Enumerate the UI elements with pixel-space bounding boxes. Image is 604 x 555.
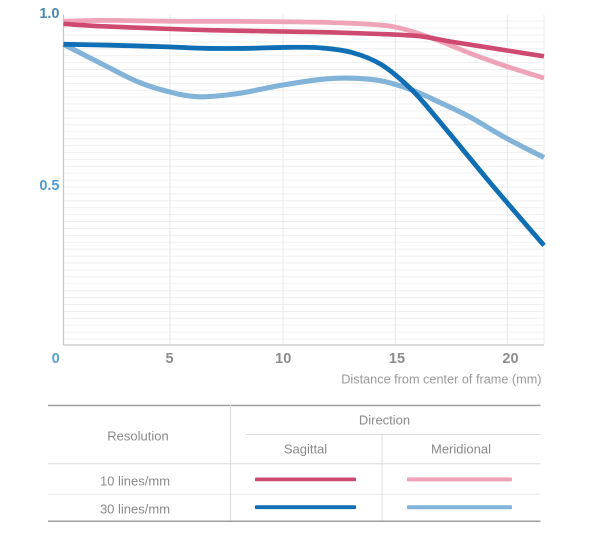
svg-text:Resolution: Resolution [107, 429, 168, 444]
svg-text:1.0: 1.0 [39, 6, 59, 22]
svg-text:15: 15 [389, 351, 405, 367]
svg-text:Meridional: Meridional [431, 442, 491, 457]
svg-text:20: 20 [502, 351, 518, 367]
svg-text:0.5: 0.5 [39, 178, 59, 194]
svg-text:Sagittal: Sagittal [284, 442, 327, 457]
svg-text:10: 10 [275, 351, 291, 367]
svg-text:10 lines/mm: 10 lines/mm [100, 473, 170, 488]
svg-text:Distance from center of frame: Distance from center of frame (mm) [341, 372, 541, 386]
svg-text:5: 5 [165, 351, 173, 367]
svg-text:0: 0 [52, 351, 60, 367]
svg-text:Direction: Direction [359, 412, 410, 427]
svg-text:30 lines/mm: 30 lines/mm [100, 501, 170, 516]
